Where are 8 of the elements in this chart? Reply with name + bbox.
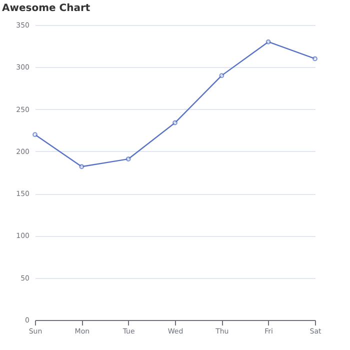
point — [32, 132, 38, 138]
point — [172, 120, 178, 126]
point — [126, 156, 131, 162]
point — [312, 56, 318, 62]
point — [266, 39, 271, 44]
point — [219, 73, 224, 78]
chart-title: Awesome Chart — [2, 3, 90, 14]
point — [79, 164, 84, 170]
